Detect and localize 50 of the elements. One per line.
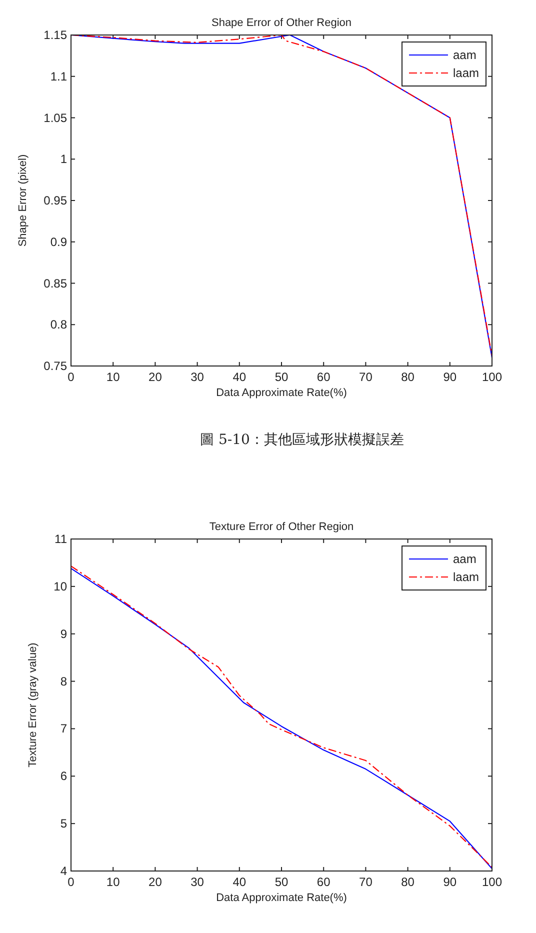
chart-title: Shape Error of Other Region	[211, 17, 352, 29]
legend-label: laam	[453, 66, 480, 80]
legend-label: laam	[453, 570, 480, 584]
x-tick-label: 70	[359, 875, 373, 889]
y-tick-label: 0.95	[44, 194, 68, 208]
x-tick-label: 60	[316, 370, 331, 384]
x-tick-label: 20	[148, 875, 162, 889]
x-tick-label: 10	[106, 370, 120, 384]
x-tick-label: 100	[482, 370, 502, 384]
y-tick-label: 0.85	[44, 276, 68, 290]
legend-label: aam	[453, 48, 476, 62]
y-tick-label: 0.9	[50, 234, 68, 249]
x-tick-label: 100	[482, 875, 502, 889]
x-tick-label: 50	[274, 875, 288, 889]
y-tick-label: 1.15	[44, 28, 68, 42]
y-tick-label: 0.8	[50, 318, 68, 332]
y-tick-label: 7	[60, 722, 68, 736]
x-tick-label: 50	[274, 370, 288, 384]
x-tick-label: 40	[232, 370, 246, 384]
legend-label: aam	[453, 552, 476, 566]
x-tick-label: 30	[190, 875, 204, 889]
y-axis-title: Shape Error (pixel)	[17, 154, 29, 247]
y-tick-label: 8	[60, 674, 68, 688]
x-tick-label: 60	[316, 875, 331, 889]
x-tick-label: 90	[443, 370, 457, 384]
x-tick-label: 80	[401, 875, 415, 889]
x-tick-label: 40	[232, 875, 246, 889]
x-tick-label: 0	[68, 875, 75, 889]
x-axis-title: Data Approximate Rate(%)	[216, 387, 347, 399]
y-tick-label: 0.75	[44, 359, 68, 373]
x-tick-label: 70	[359, 370, 373, 384]
y-tick-label: 1	[60, 152, 68, 166]
y-tick-label: 5	[60, 816, 68, 831]
y-tick-label: 1.05	[44, 110, 68, 125]
x-tick-label: 10	[106, 875, 120, 889]
x-tick-label: 90	[443, 875, 457, 889]
y-tick-label: 11	[54, 532, 68, 546]
y-tick-label: 9	[60, 626, 68, 641]
x-tick-label: 80	[401, 370, 415, 384]
y-tick-label: 4	[60, 864, 68, 878]
caption: 圖 5-10：其他區域形狀模擬誤差	[200, 432, 404, 448]
x-tick-label: 30	[190, 370, 204, 384]
y-tick-label: 10	[54, 579, 68, 594]
y-tick-label: 6	[60, 769, 68, 784]
x-tick-label: 20	[148, 370, 162, 384]
chart-title: Texture Error of Other Region	[209, 521, 354, 533]
y-axis-title: Texture Error (gray value)	[27, 642, 39, 768]
x-axis-title: Data Approximate Rate(%)	[216, 892, 347, 904]
x-tick-label: 0	[68, 370, 75, 384]
y-tick-label: 1.1	[50, 69, 68, 84]
